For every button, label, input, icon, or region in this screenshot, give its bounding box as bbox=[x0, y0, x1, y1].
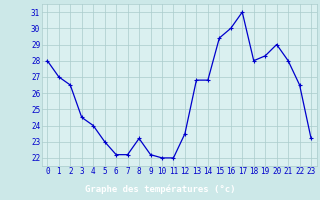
Text: Graphe des températures (°c): Graphe des températures (°c) bbox=[85, 185, 235, 194]
